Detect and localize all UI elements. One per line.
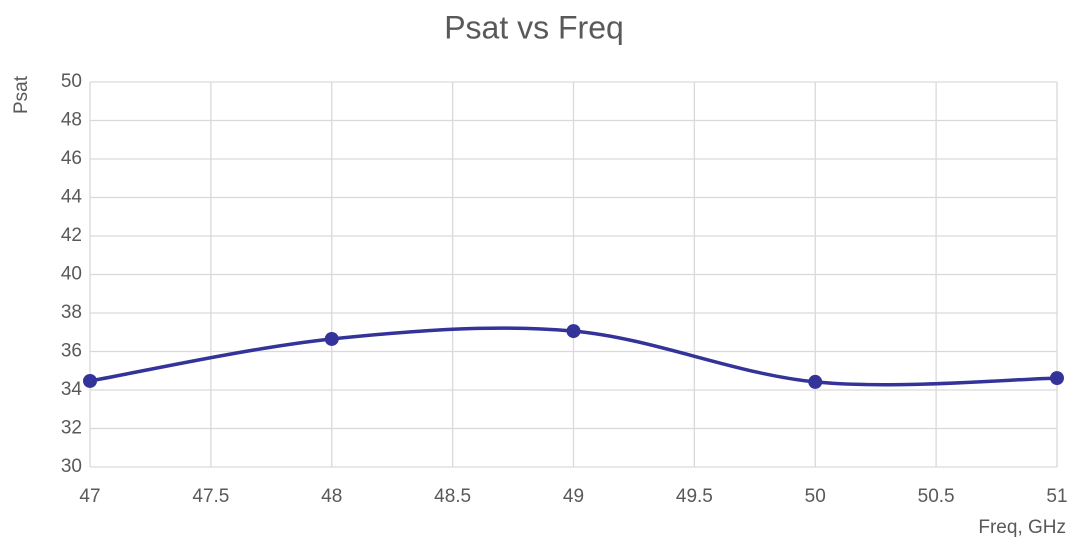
y-tick-label: 44 <box>61 187 83 208</box>
x-tick-label: 48 <box>321 486 342 507</box>
y-tick-label: 48 <box>61 110 82 131</box>
y-tick-label: 50 <box>61 71 82 92</box>
x-tick-label: 48.5 <box>434 486 471 507</box>
x-tick-label: 49.5 <box>676 486 713 507</box>
data-point <box>83 373 97 388</box>
y-tick-label: 42 <box>61 225 82 246</box>
x-tick-label: 50.5 <box>918 486 955 507</box>
y-tick-label: 40 <box>61 264 82 285</box>
x-tick-label: 51 <box>1046 486 1067 507</box>
y-tick-label: 30 <box>61 456 82 477</box>
y-tick-label: 34 <box>61 379 83 400</box>
data-point <box>566 324 581 339</box>
data-point <box>324 331 339 346</box>
chart-title: Psat vs Freq <box>444 9 624 45</box>
data-point <box>808 374 823 389</box>
y-tick-label: 32 <box>61 418 82 439</box>
x-tick-label: 49 <box>563 486 584 507</box>
y-tick-label: 46 <box>61 148 82 169</box>
x-tick-label: 47.5 <box>192 486 229 507</box>
data-point <box>1050 371 1064 386</box>
y-tick-label: 36 <box>61 341 82 362</box>
x-tick-label: 47 <box>79 486 100 507</box>
y-axis-label: Psat <box>11 75 32 114</box>
x-axis-label: Freq, GHz <box>978 517 1066 538</box>
y-tick-label: 38 <box>61 302 82 323</box>
x-tick-label: 50 <box>805 486 826 507</box>
